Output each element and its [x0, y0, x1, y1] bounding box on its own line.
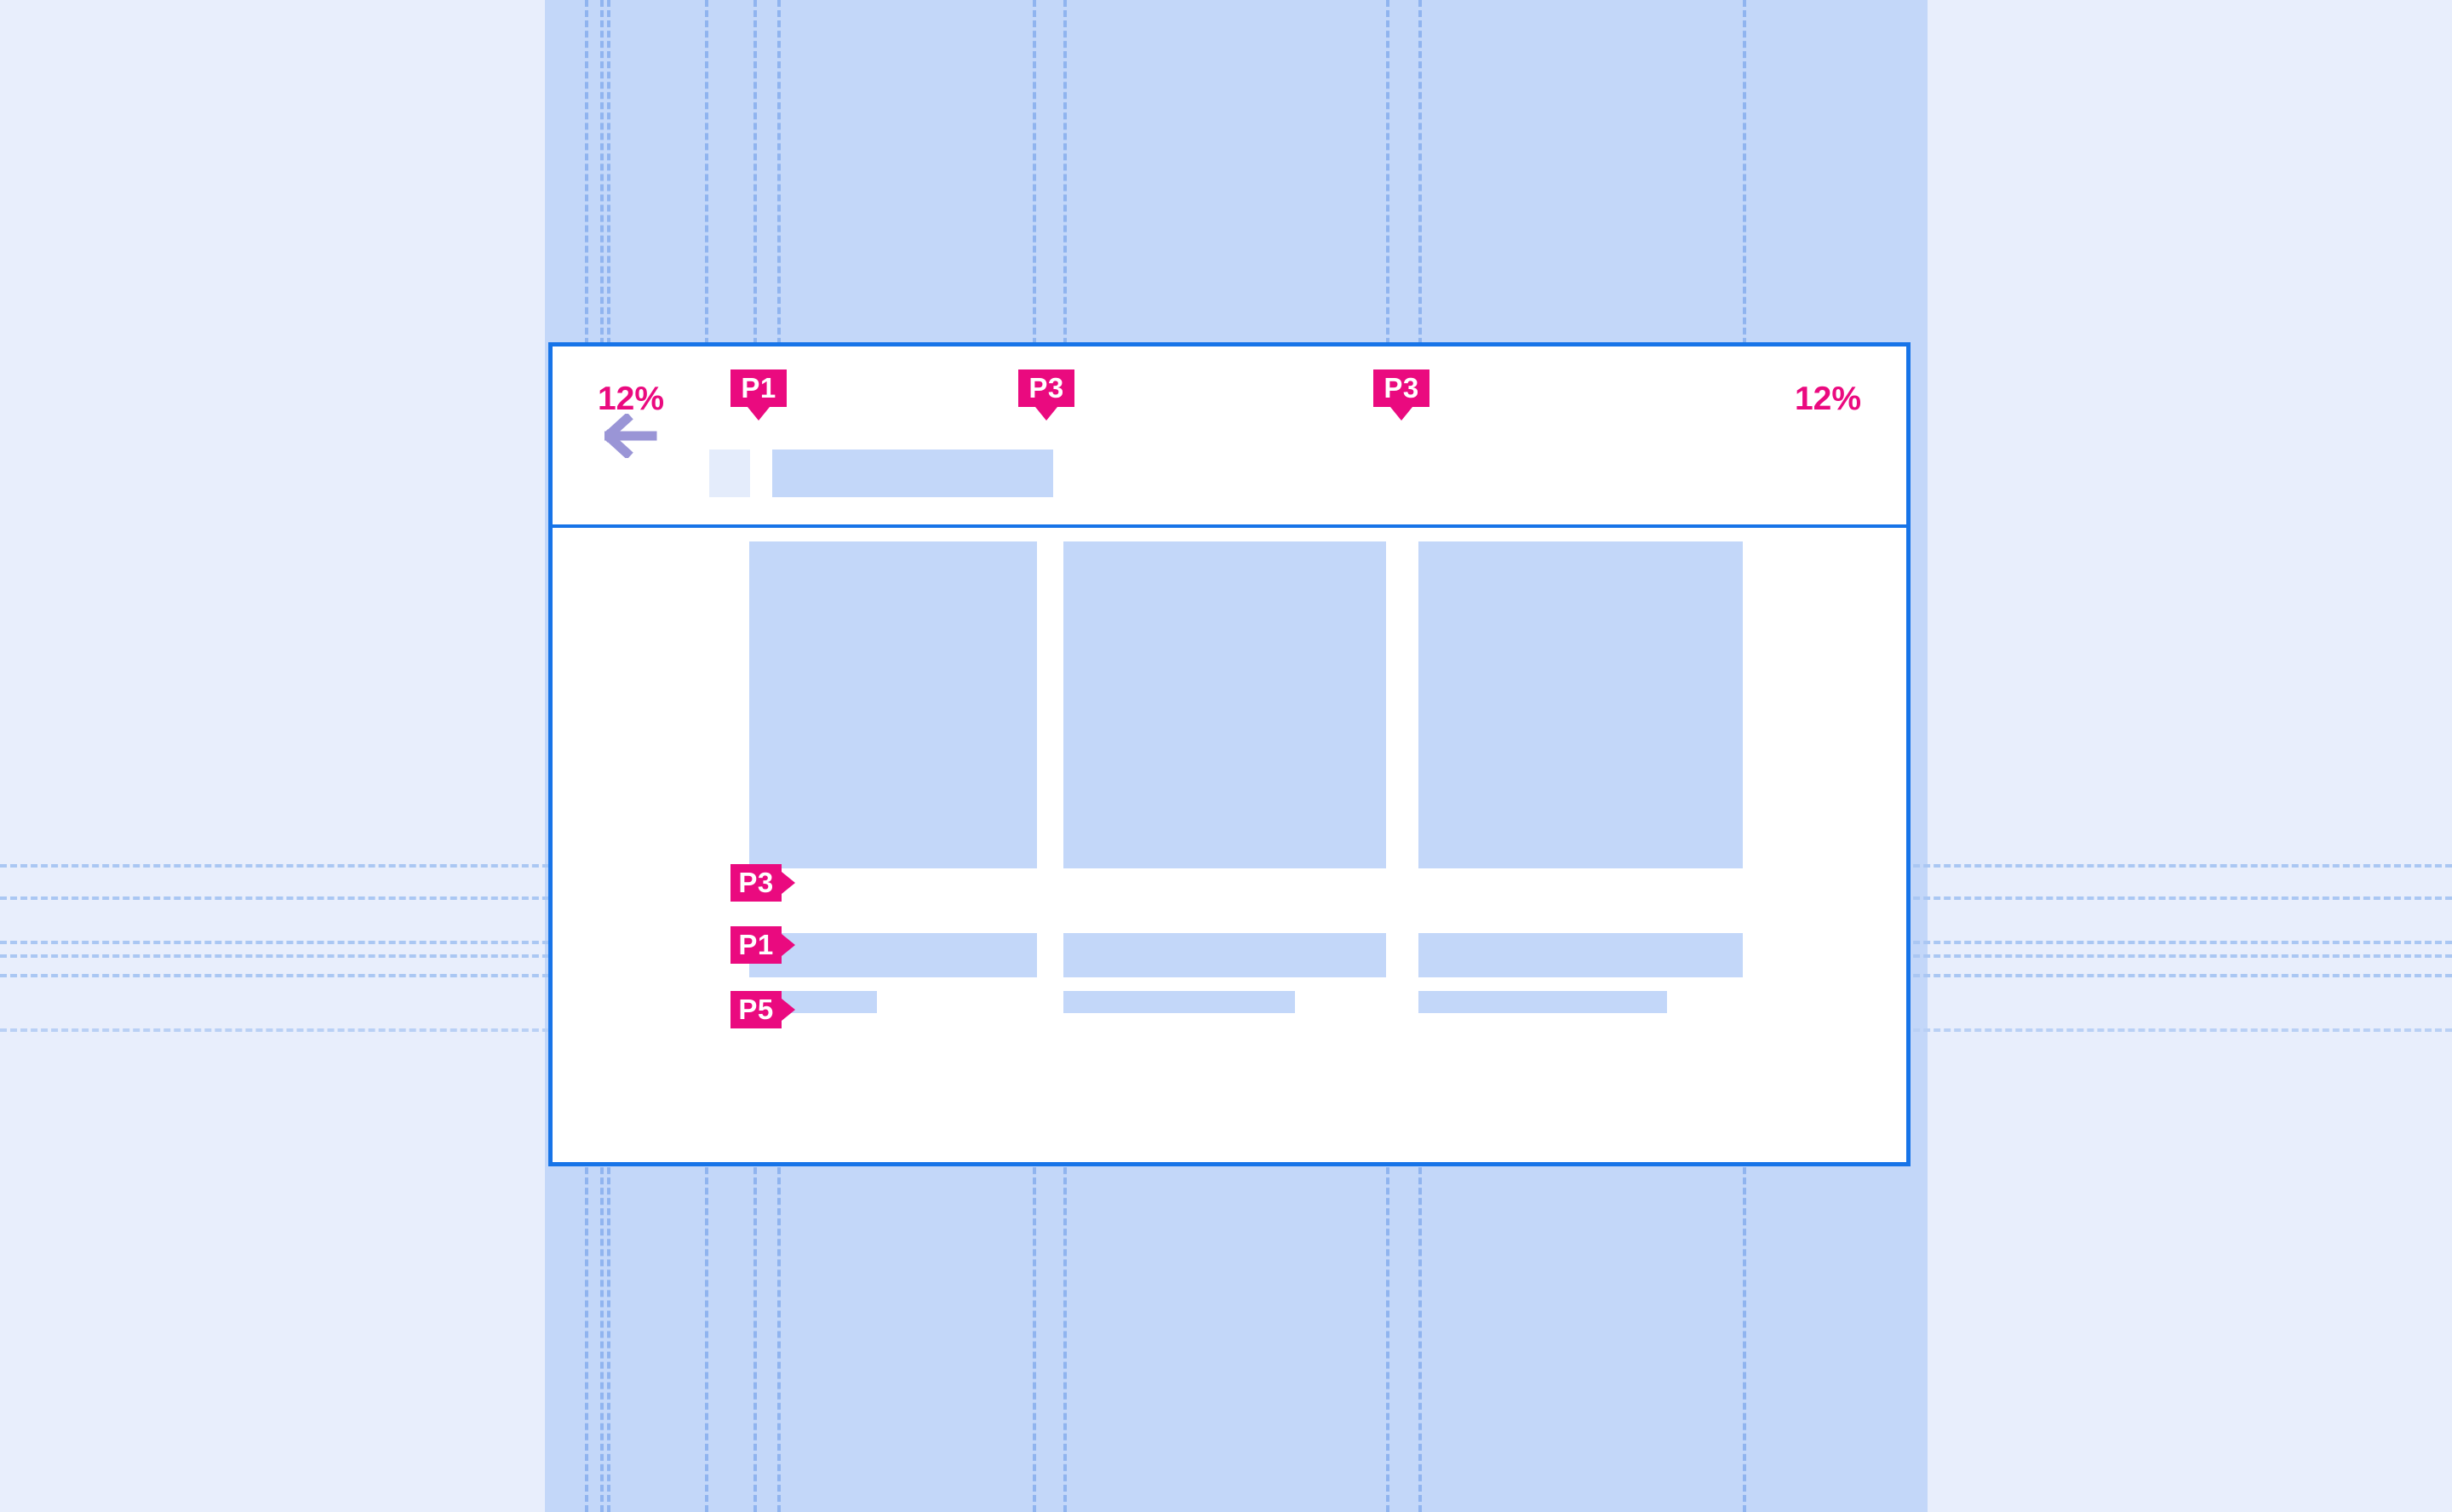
card-subtitle-line	[1418, 991, 1667, 1013]
left-padding-label: 12%	[553, 381, 709, 418]
card-title-line	[1418, 933, 1743, 977]
spacing-badge-p3-row: P3	[730, 864, 782, 902]
badge-label: P1	[741, 371, 776, 404]
header-divider	[553, 524, 1906, 528]
card-thumbnail	[749, 541, 1037, 868]
card-thumbnail	[1063, 541, 1386, 868]
back-button[interactable]	[553, 346, 709, 524]
avatar-placeholder	[709, 450, 750, 497]
title-placeholder	[772, 450, 1053, 497]
card-3[interactable]	[1418, 528, 1743, 1160]
spacing-badge-p3-top-right: P3	[1373, 369, 1429, 407]
spacing-badge-p3-top-mid: P3	[1018, 369, 1074, 407]
badge-label: P1	[738, 928, 774, 960]
card-2[interactable]	[1063, 528, 1386, 1160]
badge-label: P3	[1384, 371, 1419, 404]
card-subtitle-line	[1063, 991, 1295, 1013]
spacing-badge-p1-row: P1	[730, 926, 782, 964]
badge-label: P3	[738, 866, 774, 898]
card-title-line	[749, 933, 1037, 977]
right-padding-label: 12%	[1750, 381, 1906, 418]
arrow-left-icon	[604, 413, 657, 458]
measured-component-frame: 12% 12%	[548, 342, 1911, 1166]
badge-label: P3	[1028, 371, 1064, 404]
card-thumbnail	[1418, 541, 1743, 868]
spacing-badge-p5-row: P5	[730, 991, 782, 1028]
card-1[interactable]	[749, 528, 1037, 1160]
card-title-line	[1063, 933, 1386, 977]
right-padding-value: 12%	[1794, 381, 1862, 417]
left-padding-value: 12%	[597, 381, 665, 417]
spacing-badge-p1-top: P1	[730, 369, 787, 407]
badge-label: P5	[738, 993, 774, 1025]
component-body	[553, 528, 1906, 1162]
